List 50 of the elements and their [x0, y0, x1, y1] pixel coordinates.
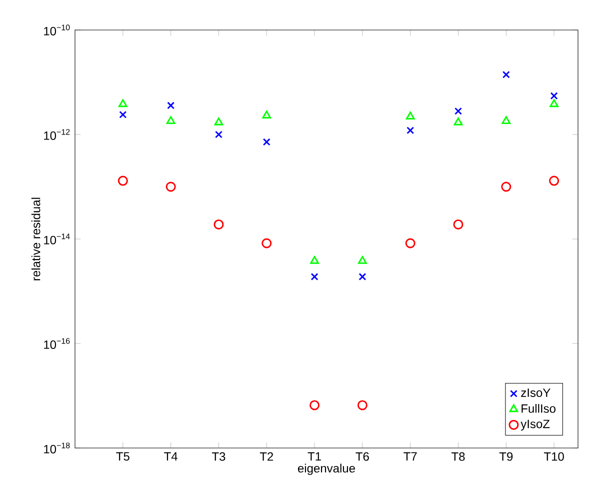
y-axis-title: relative residual — [31, 198, 40, 280]
point — [262, 238, 272, 248]
point — [167, 102, 175, 110]
point — [214, 117, 224, 126]
x-tick-label: T8 — [452, 452, 465, 461]
x-tick-label: T2 — [260, 452, 274, 461]
point — [357, 400, 368, 410]
x-tick-label: T7 — [404, 452, 417, 461]
point — [453, 219, 464, 230]
point — [166, 182, 176, 192]
point — [118, 176, 128, 186]
point — [550, 99, 558, 108]
point — [310, 256, 319, 264]
legend-label: zIsoY — [521, 388, 550, 397]
point — [214, 219, 224, 230]
x-tick-label: T9 — [499, 452, 513, 461]
point — [405, 238, 416, 248]
point — [262, 110, 272, 118]
point — [502, 70, 510, 78]
point — [406, 112, 415, 120]
point — [166, 116, 176, 124]
point — [358, 272, 366, 280]
point — [549, 176, 560, 186]
y-tick-label: 10$^{−16}$ — [44, 338, 70, 349]
x-tick-label: T3 — [212, 452, 226, 461]
x-tick-label: T4 — [164, 452, 178, 461]
point — [502, 116, 511, 124]
y-tick-label: 10$^{−14}$ — [44, 234, 70, 244]
legend-label: FullIso — [522, 404, 556, 413]
point — [550, 92, 558, 100]
point — [214, 130, 222, 138]
point — [501, 182, 512, 192]
y-tick-label: 10$^{−12}$ — [44, 129, 70, 140]
y-tick-label: 10$^{−10}$ — [44, 24, 70, 36]
y-tick-label: 10$^{−18}$ — [44, 442, 70, 454]
x-tick-label: T10 — [544, 452, 564, 461]
point — [454, 107, 462, 115]
point — [358, 256, 367, 264]
point — [406, 126, 414, 134]
point — [454, 117, 463, 126]
point — [310, 400, 320, 410]
point — [310, 272, 318, 280]
point — [119, 110, 127, 118]
x-tick-label: T1 — [308, 452, 321, 461]
x-tick-label: T5 — [116, 452, 130, 461]
point — [262, 138, 270, 146]
legend-label: yIsoZ — [520, 420, 550, 431]
point — [118, 99, 128, 108]
x-axis-title: eigenvalue — [298, 464, 355, 475]
x-tick-label: T6 — [356, 452, 369, 461]
